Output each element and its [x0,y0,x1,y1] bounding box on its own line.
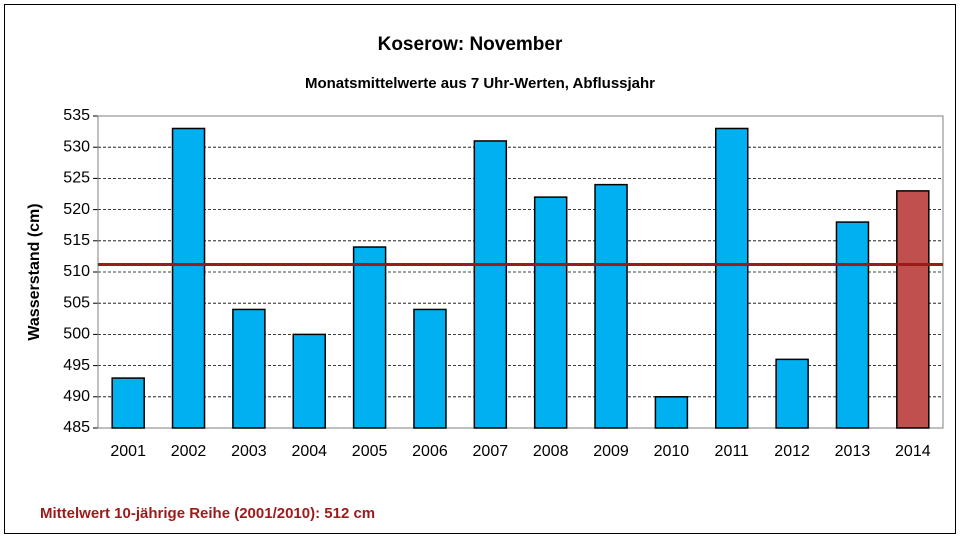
x-tick-label: 2006 [412,443,448,460]
bar [171,127,206,429]
x-tick-label: 2005 [352,443,388,460]
x-tick-label: 2011 [715,443,750,460]
y-tick-label: 520 [63,201,90,218]
x-tick-label: 2003 [231,443,267,460]
chart-subtitle: Monatsmittelwerte aus 7 Uhr-Werten, Abfl… [305,75,655,92]
y-tick-label: 530 [63,138,90,155]
x-tick-label: 2010 [654,443,690,460]
bar [715,127,749,429]
bar [896,190,930,429]
bar [413,308,447,429]
y-tick-label: 485 [63,419,90,436]
y-tick-label: 500 [63,326,90,343]
x-tick-label: 2008 [533,443,569,460]
x-tick-label: 2014 [895,443,931,460]
x-tick-label: 2013 [835,443,871,460]
y-tick-label: 535 [63,107,90,124]
bar [835,221,870,429]
bar [292,333,326,429]
y-tick-label: 490 [63,388,90,405]
bar [473,140,508,429]
bar [352,246,387,429]
plot-border [97,115,944,429]
x-tick-label: 2004 [291,443,327,460]
bar [533,196,568,429]
bar [594,183,628,429]
y-axis-label: Wasserstand (cm) [26,203,43,340]
bar [232,308,266,429]
y-tick-label: 505 [63,294,90,311]
bar [111,377,145,429]
y-tick-label: 495 [63,357,90,374]
x-tick-label: 2012 [774,443,810,460]
y-tick-label: 525 [63,170,90,187]
x-tick-label: 2009 [593,443,629,460]
annotation: Mittelwert 10-jährige Reihe (2001/2010):… [40,505,375,522]
x-tick-label: 2002 [171,443,207,460]
y-tick-label: 510 [63,263,90,280]
y-tick-label: 515 [63,232,90,249]
bar [775,358,809,429]
x-tick-label: 2007 [473,443,509,460]
chart-title: Koserow: November [378,34,563,55]
x-tick-label: 2001 [110,443,146,460]
bar [654,396,689,429]
